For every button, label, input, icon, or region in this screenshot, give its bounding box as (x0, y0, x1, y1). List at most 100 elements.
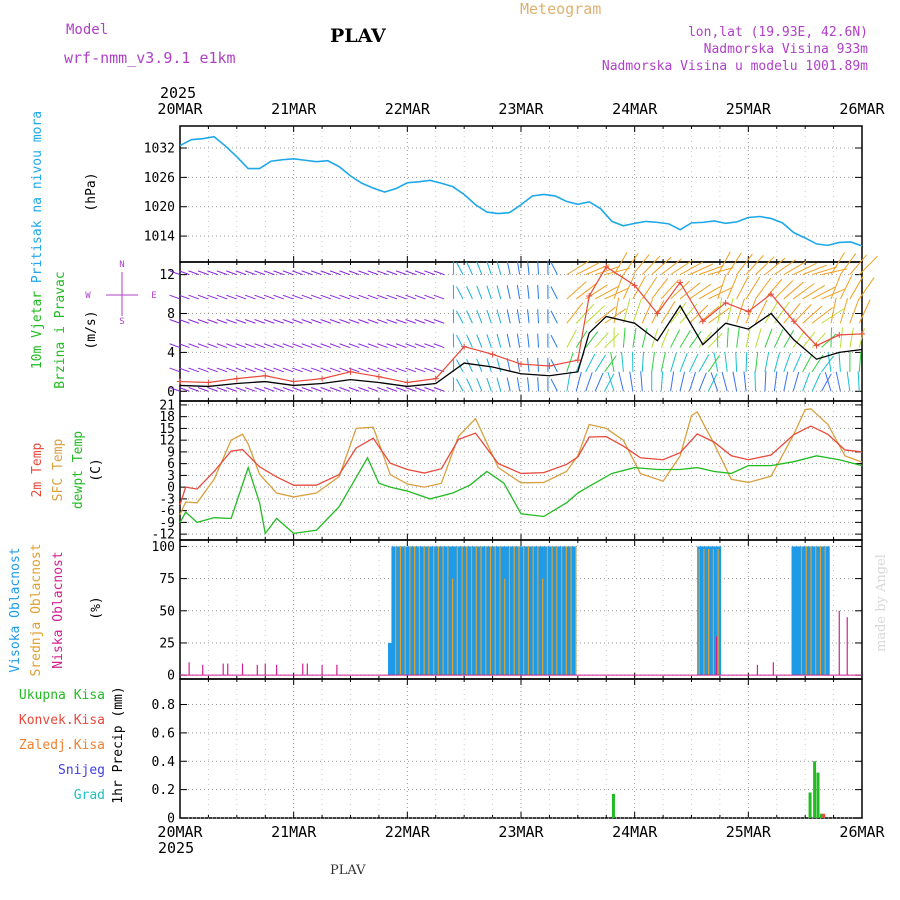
wind-arrow (660, 279, 680, 300)
x-tick-label-top: 20MAR (157, 100, 203, 118)
wind-speed-line (179, 304, 863, 388)
temp-ytick-label: 9 (167, 445, 175, 460)
wind-arrow (386, 387, 398, 392)
wind-arrow (774, 259, 796, 276)
pressure-unit: (hPa) (84, 172, 99, 211)
wind-arrow (486, 334, 492, 348)
wind-arrow (838, 351, 841, 372)
wind-arrow (358, 319, 369, 324)
cloud-high-bar (467, 546, 473, 676)
wind-arrow (311, 387, 322, 392)
wind-arrow (339, 319, 350, 324)
wind-arrow (466, 310, 473, 324)
wind-arrow (670, 302, 687, 324)
wind-arrow (632, 298, 642, 324)
wind-gust-marker (375, 373, 382, 380)
wind-arrow (726, 297, 734, 324)
wind-arrow (527, 260, 530, 275)
wind-arrow (395, 319, 407, 324)
wind-arrow (640, 371, 643, 392)
wind-gust-marker (347, 368, 354, 375)
wind-arrow (604, 267, 630, 276)
wind-arrow (783, 371, 789, 392)
wind-arrow (348, 294, 360, 300)
wind-arrow (348, 343, 360, 349)
wind-arrow (226, 343, 237, 349)
wind-arrow (849, 276, 864, 300)
wind-arrow (717, 297, 723, 324)
wind-arrow (339, 387, 350, 392)
wind-gust-marker (546, 363, 553, 370)
cloud-mid-label: Srednja Oblacnost (29, 543, 44, 676)
model-elevation-label: Nadmorska Visina u modelu 1001.89m (602, 59, 868, 74)
cloud-high-bar (509, 546, 515, 676)
credit-label: made by Angel (874, 554, 889, 652)
wind-gust-marker (205, 379, 212, 386)
wind-arrow (613, 251, 628, 275)
wind-arrow (496, 333, 502, 348)
wind-arrow (783, 261, 807, 276)
wind-arrow (254, 294, 266, 300)
wind-arrow (169, 387, 181, 392)
precip-total-bar (813, 761, 817, 818)
wind-arrow (263, 367, 275, 373)
wind-arrow (575, 282, 598, 300)
cloud-high-bar (824, 546, 830, 676)
wind-arrow (679, 282, 701, 300)
wind-arrow (632, 254, 650, 275)
wind-arrow (732, 371, 738, 392)
wind-arrow (858, 328, 865, 348)
wind-gust-marker (461, 343, 468, 350)
wind-arrow (367, 294, 379, 300)
wind-arrow (358, 387, 369, 392)
wind-arrow (632, 327, 637, 348)
wind-ytick-label: 0 (167, 385, 175, 400)
wind-arrow (792, 353, 802, 373)
wind-arrow (235, 319, 247, 324)
x-tick-label-bottom: 20MAR (157, 823, 203, 841)
wind-arrow (622, 297, 631, 324)
wind-arrow (311, 343, 322, 349)
cloud-high-label: Visoka Oblacnost (8, 547, 23, 672)
wind-arrow (839, 253, 857, 275)
wind-arrow (707, 373, 718, 392)
cloud-ytick-label: 75 (159, 572, 175, 587)
wind-arrow (178, 343, 190, 349)
wind-arrow (755, 256, 775, 275)
wind-arrow (486, 377, 492, 392)
wind-arrow (329, 387, 341, 392)
wind-arrow (506, 333, 511, 348)
precip-ytick-label: 0.4 (152, 755, 176, 770)
wind-arrow (377, 294, 388, 300)
wind-arrow (774, 280, 794, 300)
wind-arrow (433, 270, 445, 276)
wind-arrow (263, 343, 275, 349)
wind-arrow (679, 261, 704, 276)
wind-gust-marker (677, 279, 684, 286)
wind-arrow (585, 305, 606, 324)
x-tick-label-bottom: 24MAR (612, 823, 658, 841)
wind-arrow (792, 304, 812, 324)
wind-arrow (754, 351, 759, 372)
wind-arrow (301, 387, 313, 392)
wind-arrow (537, 284, 540, 299)
wind-arrow (188, 294, 200, 300)
wind-gust-marker (319, 375, 326, 382)
temp-ytick-label: -6 (159, 504, 175, 519)
cloud-high-bar (801, 546, 807, 676)
wind-arrow (273, 387, 284, 392)
wind-arrow (178, 367, 190, 373)
wind-arrow (604, 333, 620, 348)
wind-arrow (377, 387, 388, 392)
wind-arrow (670, 280, 690, 300)
precip-total-bar (816, 772, 820, 818)
wind-arrow (802, 331, 816, 348)
wind-arrow (424, 270, 435, 276)
wind-arrow (824, 371, 832, 392)
wind-arrow (254, 343, 266, 349)
cloud-high-bar (462, 546, 468, 676)
wind-arrow (792, 371, 800, 392)
wind-arrow (773, 329, 784, 348)
wind-gust-marker (489, 351, 496, 358)
